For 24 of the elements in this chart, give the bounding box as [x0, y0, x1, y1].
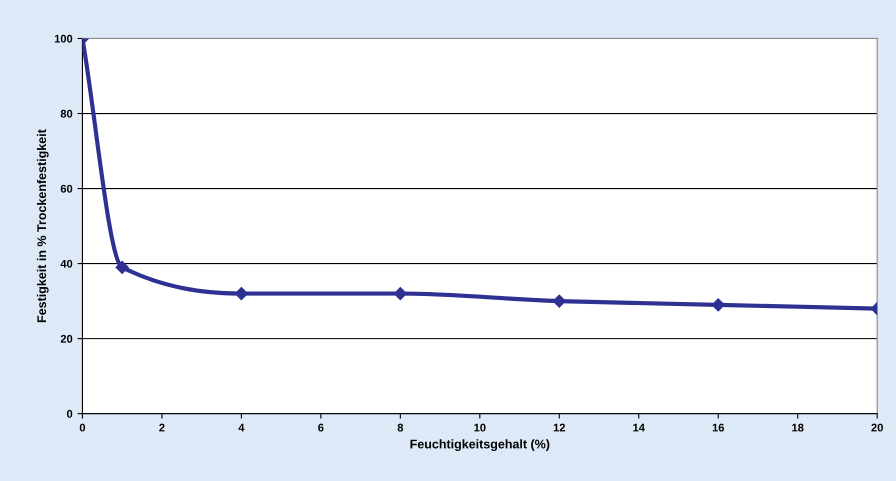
point — [234, 287, 248, 300]
y-axis-title: Festigkeit in % Trockenfestigkeit — [36, 129, 49, 322]
x-tick-label: 0 — [80, 424, 86, 432]
y-tick-label: 60 — [60, 184, 72, 193]
y-tick-label: 20 — [60, 334, 72, 343]
y-tick-label: 80 — [60, 110, 72, 118]
y-tick-label: 0 — [66, 410, 72, 418]
y-tick-label: 40 — [60, 260, 72, 268]
x-tick-label: 12 — [554, 424, 566, 432]
x-tick-label: 10 — [474, 424, 486, 432]
x-tick-label: 16 — [712, 424, 724, 432]
x-tick-label: 18 — [792, 424, 804, 432]
x-tick-label: 20 — [871, 424, 883, 432]
point — [116, 260, 129, 274]
x-tick-label: 4 — [238, 424, 244, 432]
point — [394, 287, 407, 300]
x-axis-title: Feuchtigkeitsgehalt (%) — [410, 439, 550, 451]
x-tick-label: 2 — [159, 424, 165, 432]
y-tick-label: 100 — [54, 34, 72, 43]
x-tick-label: 6 — [318, 424, 324, 432]
x-tick-label: 14 — [633, 424, 645, 432]
point — [712, 298, 725, 312]
x-tick-label: 8 — [398, 424, 404, 432]
point — [552, 294, 566, 308]
